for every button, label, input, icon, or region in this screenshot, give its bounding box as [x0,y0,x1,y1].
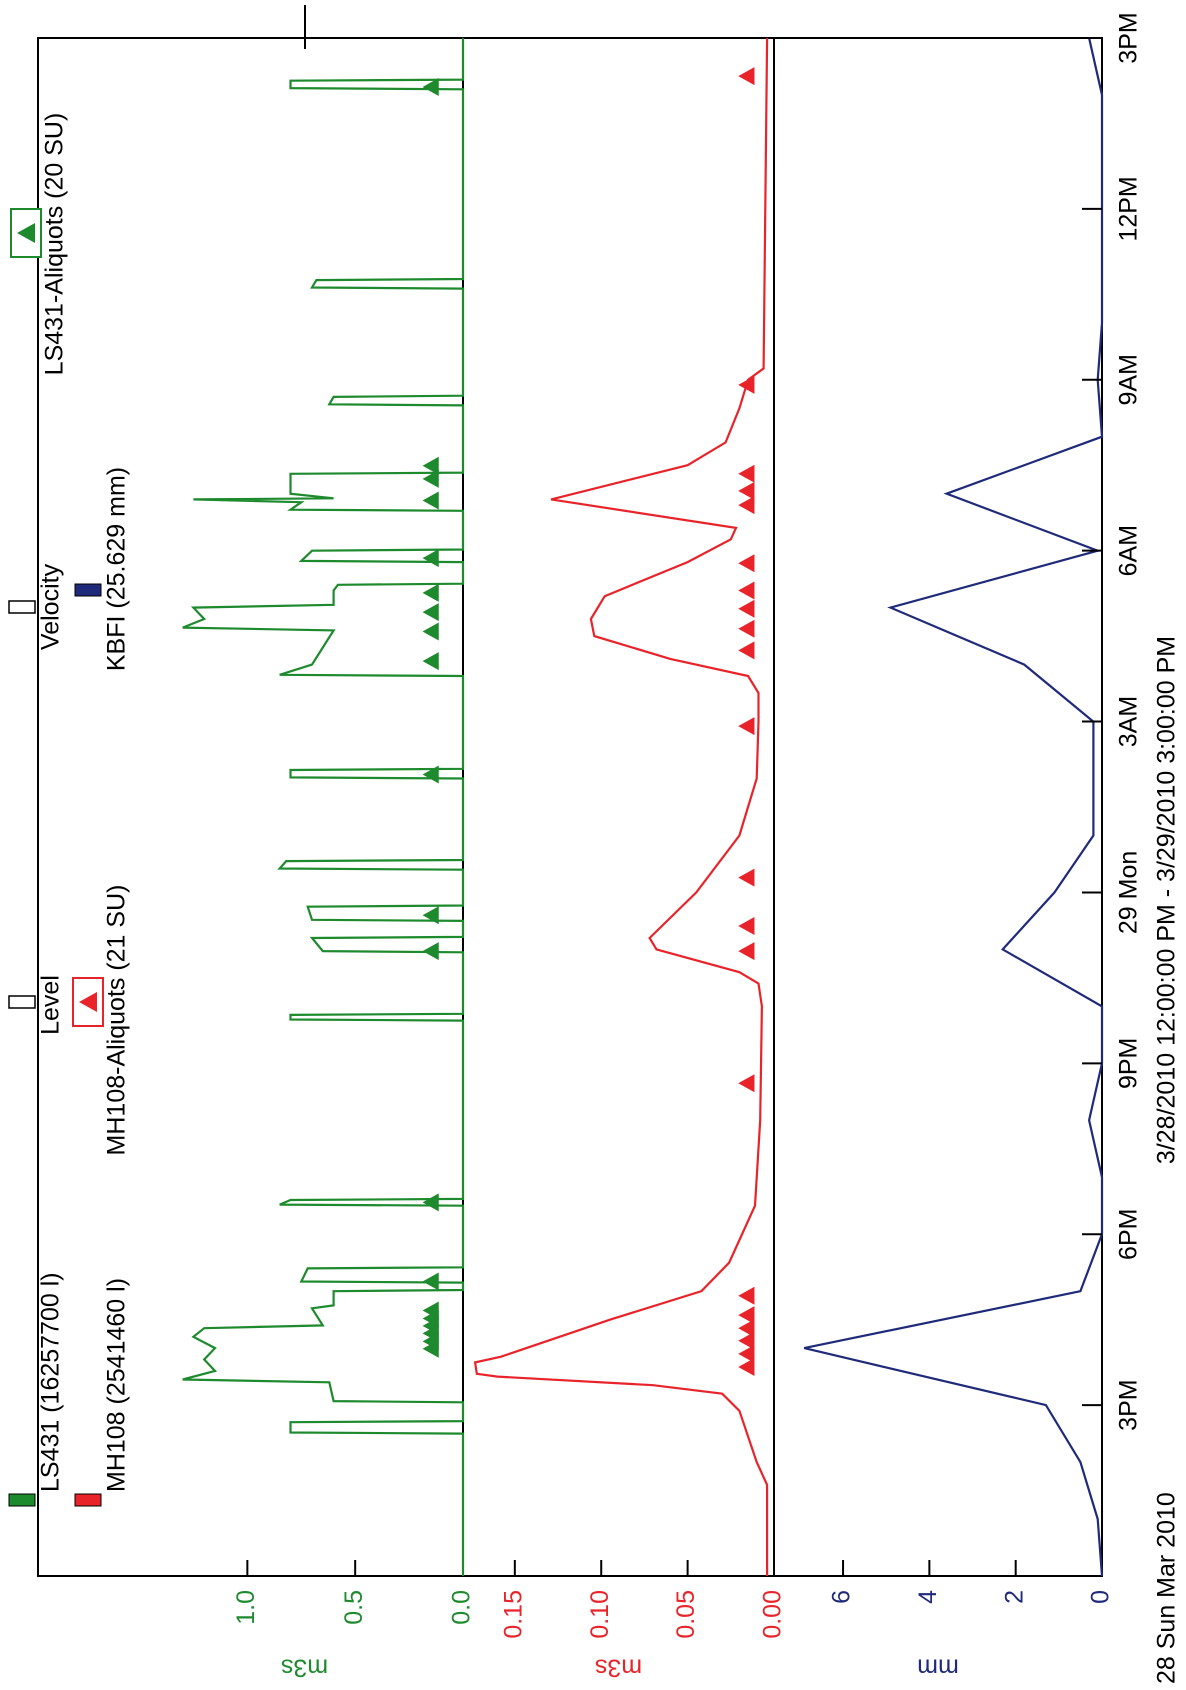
legend-swatch [8,600,36,614]
legend-swatch [8,995,36,1009]
aliquot-marker [738,496,755,515]
aliquot-marker [422,906,439,925]
legend-label: MH108 (2541460 l) [103,1278,131,1492]
aliquot-marker [422,1193,439,1212]
aliquot-marker [422,765,439,784]
y-tick-label: 1.0 [232,1590,260,1625]
legend-marker [79,992,97,1012]
aliquot-marker [422,1301,439,1320]
x-tick-label: 3PM [1115,1379,1143,1430]
x-tick-label: 6AM [1115,525,1143,576]
aliquot-marker [422,622,439,641]
aliquot-marker [422,77,439,96]
aliquot-marker [738,1357,755,1376]
y-axis-label: m3s [595,1653,642,1681]
aliquot-marker [738,1306,755,1325]
aliquot-marker [738,375,755,394]
y-axis-label: m3s [281,1653,328,1681]
aliquot-marker [738,717,755,736]
aliquot-marker [738,1319,755,1338]
aliquot-marker [422,583,439,602]
plot-frame [37,37,1103,1577]
series-line [182,38,465,1576]
aliquot-marker [738,67,755,86]
aliquot-marker [738,917,755,936]
series-line [803,37,1104,1577]
y-tick-label: 0.15 [499,1590,527,1639]
legend-label: LS431 (16257700 l) [37,1272,65,1492]
y-tick-label: 0.00 [759,1590,787,1639]
y-tick-label: 2 [1000,1590,1028,1604]
y-tick-label: 0.5 [340,1590,368,1625]
aliquot-marker [422,1272,439,1291]
x-tick-label: 3PM [1115,12,1143,63]
y-tick-label: 0.0 [448,1590,476,1625]
y-tick-label: 4 [914,1590,942,1604]
legend-label: Velocity [37,563,65,650]
legend-label: KBFI (25.629 mm) [103,467,131,671]
aliquot-marker [738,554,755,573]
legend-swatch [74,583,102,597]
x-axis-label: 3/28/2010 12:00:00 PM - 3/29/2010 3:00:0… [1153,636,1181,1164]
x-tick-label: 3AM [1115,696,1143,747]
aliquot-marker [738,481,755,500]
aliquot-marker [422,652,439,671]
aliquot-marker [738,599,755,618]
aliquot-marker [738,1074,755,1093]
aliquot-marker [422,549,439,568]
aliquot-marker [422,469,439,488]
aliquot-marker [738,868,755,887]
rotated-chart: 0.0 0.5 1.0 m3s 0.00 0.05 0.10 0.15 m3s 0 2 4 6 mm 3PM… [8,5,1181,1684]
x-tick-label: 9PM [1115,1038,1143,1089]
aliquot-marker [738,1286,755,1305]
y-tick-label: 0 [1087,1590,1115,1604]
aliquot-marker [738,464,755,483]
aliquot-marker [738,581,755,600]
y-tick-label: 0.10 [586,1590,614,1639]
x-start-label: 28 Sun Mar 2010 [1153,1492,1181,1684]
y-tick-label: 0.05 [672,1590,700,1639]
aliquot-marker [738,942,755,961]
legend-swatch [74,1493,102,1507]
y-axis-label: mm [917,1653,959,1681]
aliquot-marker [738,641,755,660]
x-tick-label: 6PM [1115,1209,1143,1260]
aliquot-marker [738,1331,755,1350]
aliquot-marker [738,619,755,638]
legend-marker [17,223,35,243]
aliquot-marker [738,1344,755,1363]
legend-label: Level [37,975,65,1035]
x-tick-label: 12PM [1115,176,1143,241]
aliquot-marker [422,603,439,622]
aliquot-marker [422,456,439,475]
y-tick-label: 6 [828,1590,856,1604]
x-tick-label: 9AM [1115,354,1143,405]
aliquot-marker [422,491,439,510]
x-tick-label: 29 Mon [1115,851,1143,934]
series-line [473,37,769,1576]
legend-label: LS431-Aliquots (20 SU) [41,113,69,376]
legend-label: MH108-Aliquots (21 SU) [103,885,131,1156]
legend-swatch [8,1493,36,1507]
aliquot-marker [422,942,439,961]
